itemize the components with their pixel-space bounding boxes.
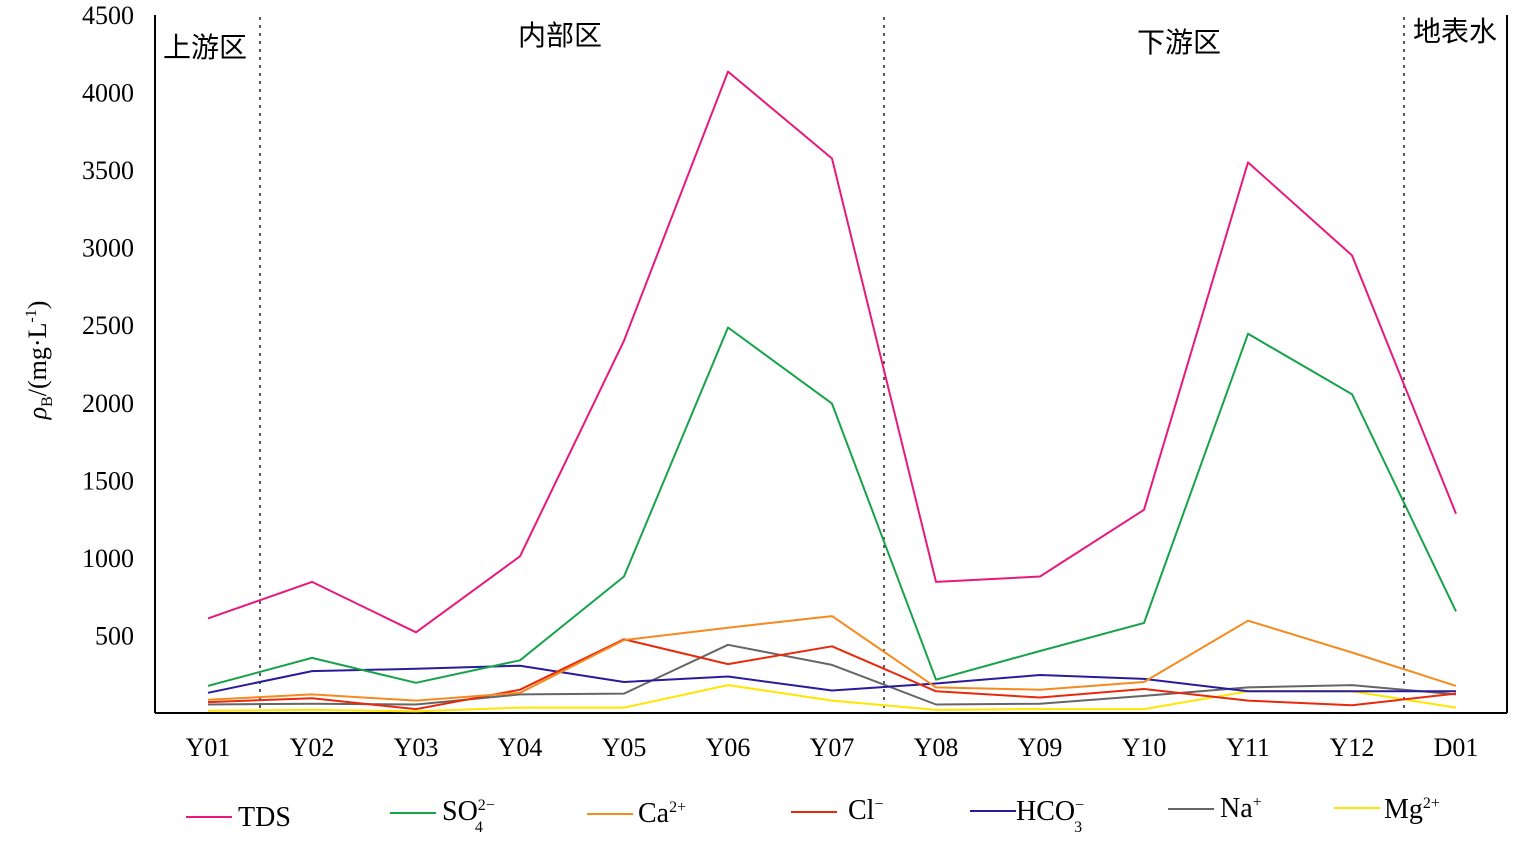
x-tick-label: Y01	[186, 733, 231, 762]
y-tick-label: 3000	[82, 234, 134, 263]
legend-label-na: Na+	[1220, 793, 1262, 824]
zone-label-interior: 内部区	[518, 20, 602, 52]
series-line-ca	[207, 615, 1457, 702]
zone-label-surface-water: 地表水	[1413, 16, 1497, 48]
legend-label-mg: Mg2+	[1384, 794, 1440, 825]
y-tick-label: 2500	[82, 311, 134, 340]
legend-label-ca: Ca2+	[638, 798, 686, 829]
x-tick-label: Y08	[914, 733, 959, 762]
x-tick-label: Y09	[1018, 733, 1063, 762]
x-tick-labels: Y01 Y02 Y03 Y04 Y05 Y06 Y07 Y08 Y09 Y10 Y11 Y12 D01	[186, 733, 1479, 762]
svg-text:ρB/(mg·L-1): ρB/(mg·L-1)	[23, 301, 56, 421]
y-tick-label: 1000	[82, 544, 134, 573]
x-tick-label: Y10	[1122, 733, 1167, 762]
legend-label-hco3: HCO− 3	[1016, 796, 1084, 836]
x-tick-label: D01	[1434, 733, 1479, 762]
x-tick-label: Y02	[290, 733, 335, 762]
series-lines	[207, 70, 1457, 713]
y-tick-label: 4500	[82, 1, 134, 30]
x-tick-label: Y11	[1226, 733, 1270, 762]
legend-label-cl: Cl−	[848, 795, 884, 826]
series-line-so4	[207, 326, 1457, 687]
x-tick-label: Y06	[706, 733, 751, 762]
y-tick-labels: 500 1000 1500 2000 2500 3000 3500 4000 4500	[82, 1, 134, 650]
y-axis-label: ρB/(mg·L-1)	[23, 301, 56, 421]
y-tick-label: 3500	[82, 156, 134, 185]
legend-label-so4: SO2− 4	[442, 796, 495, 836]
y-tick-label: 1500	[82, 466, 134, 495]
zone-label-downstream: 下游区	[1137, 27, 1221, 59]
series-line-hco3	[207, 664, 1456, 694]
x-tick-label: Y04	[498, 733, 543, 762]
series-line-cl	[207, 638, 1457, 711]
series-line-tds	[207, 70, 1457, 634]
x-tick-label: Y12	[1330, 733, 1375, 762]
series-line-na	[207, 643, 1457, 706]
legend-label-tds: TDS	[238, 802, 291, 833]
zone-label-upstream: 上游区	[163, 32, 247, 64]
zone-dividers	[259, 17, 1405, 713]
y-tick-label: 500	[95, 621, 134, 650]
y-tick-label: 2000	[82, 389, 134, 418]
x-tick-label: Y07	[810, 733, 855, 762]
x-tick-label: Y05	[602, 733, 647, 762]
legend: TDS SO2− 4 Ca2+ Cl− HCO− 3 Na+ Mg2+	[186, 793, 1440, 836]
y-tick-label: 4000	[82, 79, 134, 108]
x-tick-label: Y03	[394, 733, 439, 762]
